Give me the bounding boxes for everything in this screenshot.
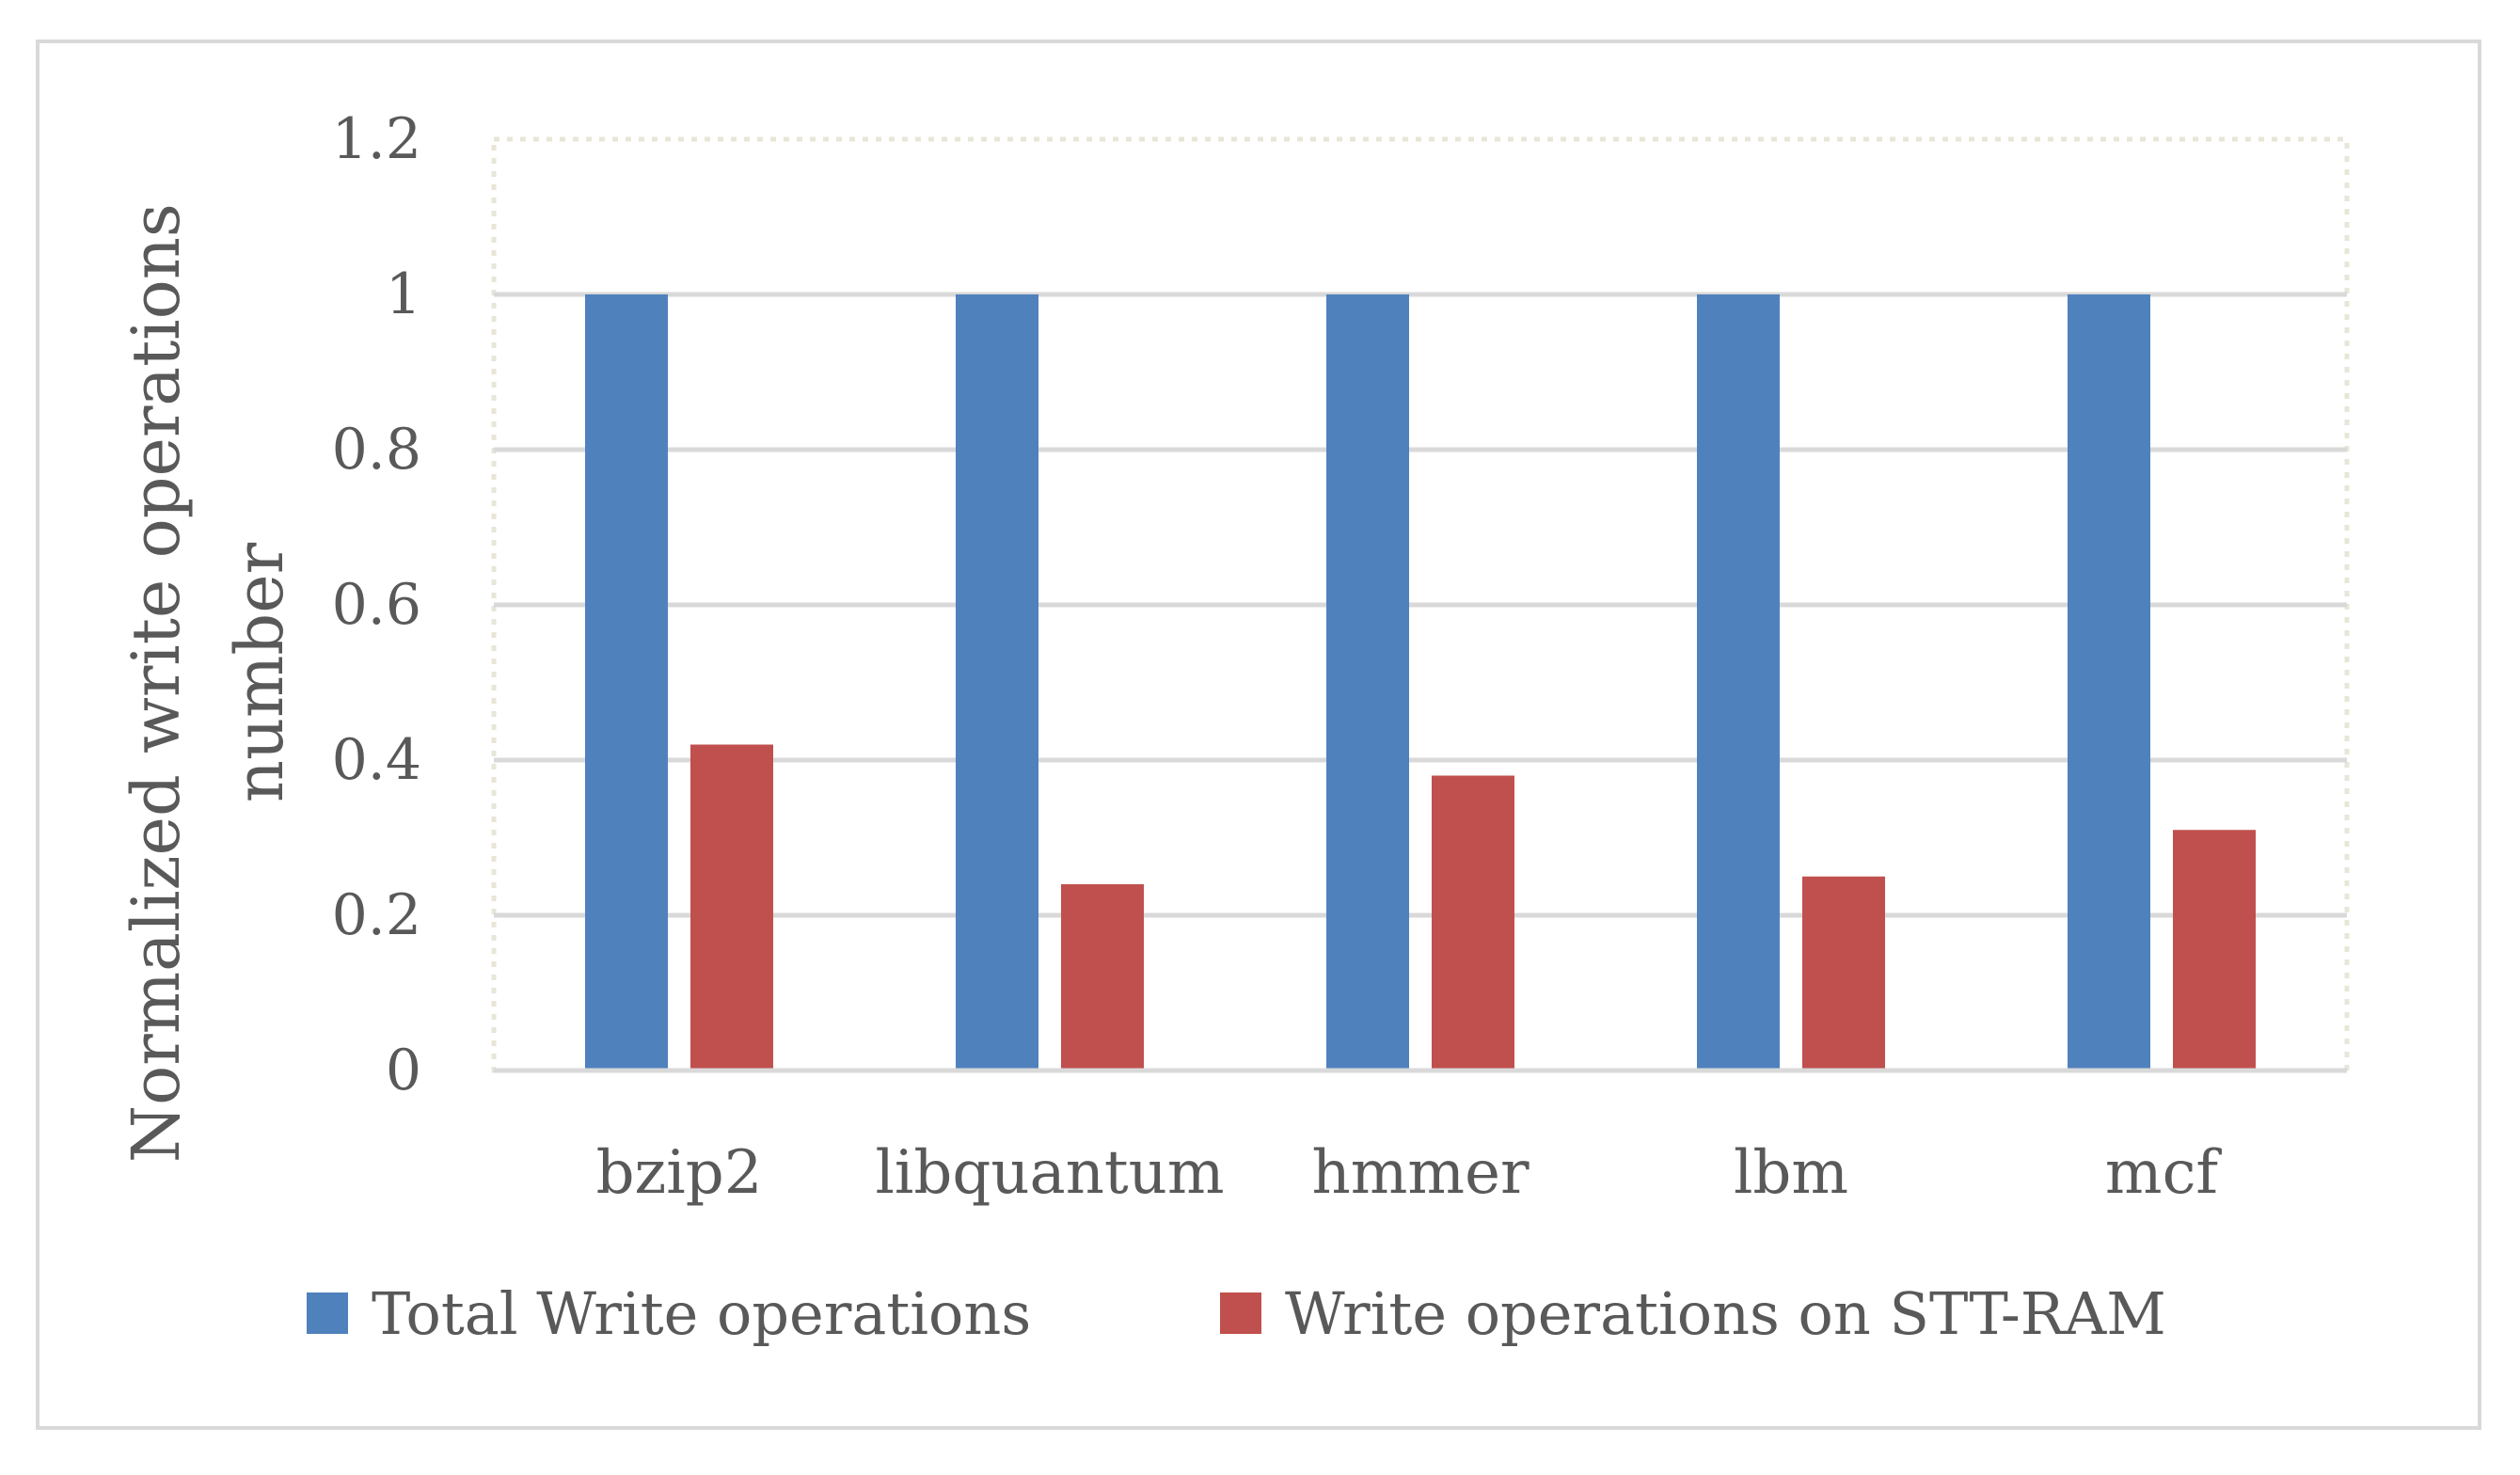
- bar-total-write-lbm: [1697, 294, 1780, 1071]
- chart-frame: [36, 40, 2481, 1430]
- x-tick-label: libquantum: [875, 1138, 1224, 1208]
- bar-stt-ram-write-lbm: [1802, 876, 1885, 1071]
- bar-total-write-libquantum: [956, 294, 1038, 1071]
- bar-stt-ram-write-bzip2: [690, 744, 773, 1071]
- legend-label-stt-ram-write: Write operations on STT-RAM: [1285, 1279, 2166, 1348]
- legend-swatch-total-write: [307, 1293, 348, 1334]
- x-tick-label: lbm: [1734, 1138, 1848, 1208]
- x-axis-tick-labels: bzip2 libquantum hmmer lbm mcf: [596, 1138, 2223, 1208]
- y-tick-label: 1.2: [332, 106, 421, 172]
- x-tick-label: mcf: [2105, 1138, 2223, 1208]
- bar-stt-ram-write-mcf: [2173, 830, 2256, 1071]
- bar-total-write-bzip2: [585, 294, 668, 1071]
- x-tick-label: bzip2: [596, 1138, 763, 1208]
- bar-stt-ram-write-hmmer: [1432, 775, 1514, 1071]
- y-tick-label: 0.6: [332, 572, 421, 638]
- bar-total-write-mcf: [2068, 294, 2150, 1071]
- gridlines: [494, 292, 2347, 918]
- legend: Total Write operations Write operations …: [307, 1279, 2166, 1348]
- bar-total-write-hmmer: [1326, 294, 1409, 1071]
- bar-stt-ram-write-libquantum: [1061, 884, 1144, 1071]
- y-tick-label: 0.2: [332, 882, 421, 948]
- y-tick-label: 1: [386, 262, 421, 327]
- legend-label-total-write: Total Write operations: [372, 1279, 1031, 1348]
- y-tick-label: 0.4: [332, 727, 421, 793]
- y-axis-title-line-2: number: [221, 542, 298, 802]
- y-tick-label: 0.8: [332, 417, 421, 483]
- y-axis-title: Normalized write operations number: [118, 182, 298, 1163]
- y-axis-tick-labels: 0 0.2 0.4 0.6 0.8 1 1.2: [332, 106, 421, 1103]
- x-tick-label: hmmer: [1311, 1138, 1529, 1208]
- y-tick-label: 0: [386, 1038, 421, 1103]
- bars: [585, 294, 2256, 1071]
- y-axis-title-line-1: Normalized write operations: [118, 203, 195, 1163]
- legend-swatch-stt-ram-write: [1220, 1293, 1261, 1334]
